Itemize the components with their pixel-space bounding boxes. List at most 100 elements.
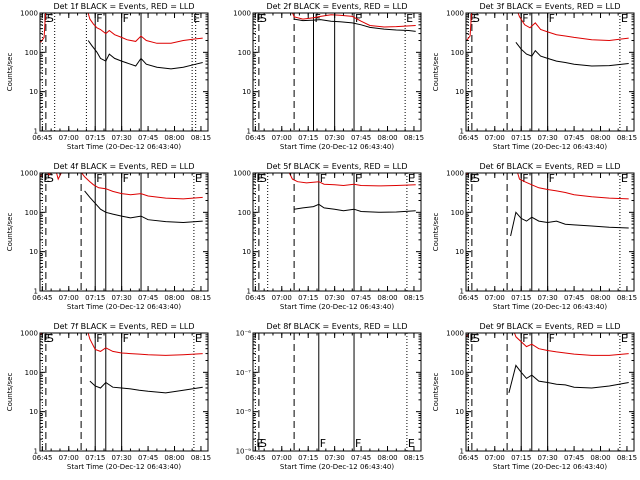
marker-label: E — [195, 332, 202, 345]
panel-title: Det 7f BLACK = Events, RED = LLD — [53, 322, 194, 331]
series-lld-line — [40, 13, 203, 44]
marker-label: F — [355, 12, 361, 25]
marker-label: S — [473, 332, 480, 345]
axes-frame — [252, 172, 422, 292]
marker-label: S — [260, 437, 267, 450]
y-tick-label: 1 — [34, 448, 38, 456]
marker-label: E — [408, 437, 415, 450]
x-tick-label: 08:00 — [164, 134, 184, 142]
x-tick-label: 06:45 — [245, 134, 265, 142]
y-tick-label: 10 — [29, 248, 38, 256]
y-tick-label: 100 — [451, 209, 464, 217]
x-tick-label: 07:00 — [59, 294, 79, 302]
x-tick-label: 06:45 — [458, 454, 478, 462]
series-events-line — [89, 380, 203, 394]
x-tick-label: 07:15 — [511, 454, 531, 462]
marker-label: F — [123, 12, 129, 25]
marker-label: E — [195, 172, 202, 185]
x-axis-label: Start Time (20-Dec-12 06:43:40) — [493, 303, 607, 311]
x-tick-label: 07:00 — [485, 134, 505, 142]
panel-title: Det 3f BLACK = Events, RED = LLD — [479, 2, 620, 11]
x-tick-label: 07:30 — [325, 134, 345, 142]
marker-label: E — [406, 12, 413, 25]
axes-frame — [39, 12, 209, 132]
marker-label: F — [96, 12, 102, 25]
y-axis-label: Counts/sec — [6, 53, 14, 92]
y-tick-label: 1000 — [446, 330, 464, 338]
x-tick-label: 07:15 — [511, 294, 531, 302]
x-tick-label: 08:15 — [404, 134, 424, 142]
series-lld-line — [466, 173, 629, 200]
x-tick-label: 06:45 — [32, 134, 52, 142]
y-tick-label: 1000 — [233, 10, 251, 18]
axes-frame — [39, 332, 209, 452]
x-tick-label: 08:15 — [617, 454, 637, 462]
y-tick-label: 1000 — [446, 10, 464, 18]
marker-label: F — [96, 172, 102, 185]
series-lld-line — [40, 173, 203, 200]
y-axis-label: Counts/sec — [432, 213, 440, 252]
y-tick-label: 1 — [460, 288, 464, 296]
panel-title: Det 6f BLACK = Events, RED = LLD — [479, 162, 620, 171]
marker-label: E — [621, 12, 628, 25]
x-tick-label: 07:00 — [272, 454, 292, 462]
plot-area: ES F F E — [466, 332, 629, 451]
y-tick-label: 100 — [25, 49, 38, 57]
panel-title: Det 2f BLACK = Events, RED = LLD — [266, 2, 407, 11]
x-tick-label: 06:45 — [245, 454, 265, 462]
y-tick-label: 10⁻⁷ — [236, 369, 252, 377]
y-tick-label: 100 — [25, 369, 38, 377]
plot-area: ES F F E — [466, 12, 629, 131]
x-axis-label: Start Time (20-Dec-12 06:43:40) — [280, 303, 394, 311]
y-axis-label: Counts/sec — [6, 213, 14, 252]
y-axis-label: Counts/sec — [6, 373, 14, 412]
x-tick-label: 07:30 — [112, 294, 132, 302]
x-tick-label: 07:45 — [564, 454, 584, 462]
x-tick-label: 08:15 — [617, 294, 637, 302]
x-tick-label: 07:30 — [538, 294, 558, 302]
x-tick-label: 08:00 — [590, 294, 610, 302]
x-tick-label: 08:15 — [617, 134, 637, 142]
y-tick-label: 10⁻⁹ — [236, 448, 252, 456]
series-lld-line — [288, 173, 416, 187]
y-tick-label: 1 — [34, 128, 38, 136]
marker-label: E — [193, 12, 200, 25]
series-events-line — [508, 364, 629, 394]
marker-label: S — [47, 172, 54, 185]
marker-label: S — [47, 332, 54, 345]
y-tick-label: 10 — [242, 88, 251, 96]
x-tick-label: 07:45 — [351, 454, 371, 462]
x-axis-label: Start Time (20-Dec-12 06:43:40) — [493, 463, 607, 471]
x-tick-label: 07:00 — [59, 454, 79, 462]
panel-title: Det 1f BLACK = Events, RED = LLD — [53, 2, 194, 11]
x-tick-label: 08:00 — [590, 134, 610, 142]
x-tick-label: 08:15 — [404, 454, 424, 462]
y-tick-label: 10 — [29, 408, 38, 416]
plot-area: ES F F E — [254, 333, 415, 451]
marker-label: F — [320, 437, 326, 450]
y-tick-label: 1 — [460, 448, 464, 456]
x-tick-label: 08:00 — [164, 294, 184, 302]
x-axis-label: Start Time (20-Dec-12 06:43:40) — [280, 143, 394, 151]
x-tick-label: 07:15 — [298, 294, 318, 302]
plot-area: ES F F E — [40, 172, 203, 291]
x-tick-label: 07:45 — [138, 134, 158, 142]
series-lld-line — [291, 13, 416, 28]
axes-frame — [39, 172, 209, 292]
x-tick-label: 07:15 — [511, 134, 531, 142]
x-tick-label: 08:15 — [404, 294, 424, 302]
marker-label: F — [96, 332, 102, 345]
plot-area: ES F F E — [40, 12, 203, 131]
y-tick-label: 1 — [34, 288, 38, 296]
y-tick-label: 10⁻⁸ — [236, 408, 252, 416]
x-tick-label: 07:15 — [85, 134, 105, 142]
marker-label: E — [621, 172, 628, 185]
axes-frame — [465, 12, 635, 132]
marker-label: F — [355, 437, 361, 450]
x-tick-label: 08:00 — [164, 454, 184, 462]
